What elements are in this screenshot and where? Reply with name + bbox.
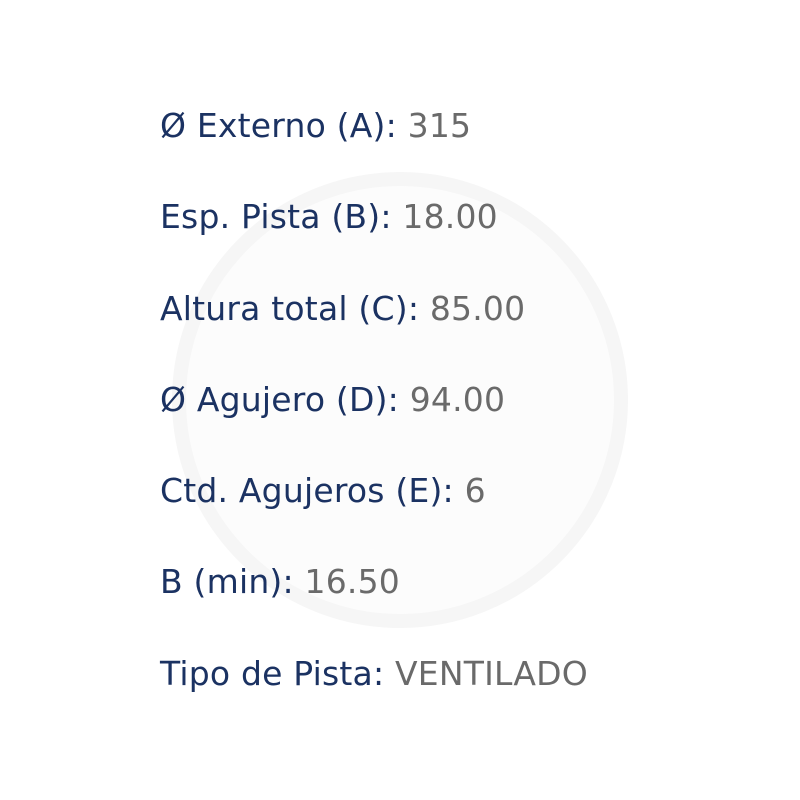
spec-label: Ø Externo (A): xyxy=(160,106,397,145)
spec-row-track-thickness: Esp. Pista (B): 18.00 xyxy=(160,193,588,284)
spec-row-min-thickness: B (min): 16.50 xyxy=(160,558,588,649)
spec-value: 16.50 xyxy=(304,562,401,602)
spec-list: Ø Externo (A): 315 Esp. Pista (B): 18.00… xyxy=(160,102,588,741)
spec-value: VENTILADO xyxy=(395,653,588,693)
spec-row-hole-count: Ctd. Agujeros (E): 6 xyxy=(160,467,588,558)
spec-value: 85.00 xyxy=(429,288,526,328)
spec-label: B (min): xyxy=(160,562,294,602)
spec-value: 94.00 xyxy=(409,379,506,419)
spec-value: 18.00 xyxy=(402,197,498,237)
spec-label: Ø Agujero (D): xyxy=(160,379,399,419)
spec-row-track-type: Tipo de Pista: VENTILADO xyxy=(160,650,588,741)
spec-row-outer-diameter: Ø Externo (A): 315 xyxy=(160,102,588,193)
spec-value: 315 xyxy=(407,106,472,145)
spec-label: Ctd. Agujeros (E): xyxy=(160,471,454,511)
spec-label: Esp. Pista (B): xyxy=(160,197,392,237)
spec-value: 6 xyxy=(464,471,486,511)
spec-label: Altura total (C): xyxy=(160,288,420,328)
spec-label: Tipo de Pista: xyxy=(160,653,385,693)
spec-row-total-height: Altura total (C): 85.00 xyxy=(160,285,588,376)
spec-row-hole-diameter: Ø Agujero (D): 94.00 xyxy=(160,376,588,467)
